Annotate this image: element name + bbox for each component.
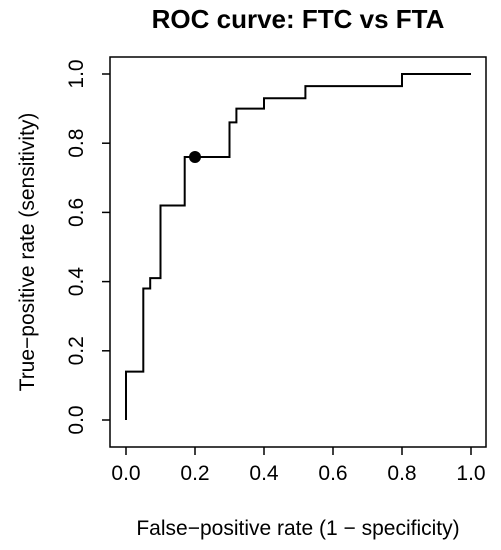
x-tick-label: 0.2 (180, 462, 209, 485)
y-tick-label: 0.2 (65, 336, 88, 365)
y-tick-label: 0.8 (65, 129, 88, 158)
y-axis-label: True−positive rate (sensitivity) (16, 113, 39, 392)
chart-title: ROC curve: FTC vs FTA (152, 4, 445, 34)
x-axis-label: False−positive rate (1 − specificity) (136, 517, 459, 540)
x-tick-label: 0.6 (318, 462, 347, 485)
optimal-cutoff-point (189, 151, 201, 164)
x-axis: 0.0 0.2 0.4 0.6 0.8 1.0 (111, 447, 486, 485)
plot-frame (109, 56, 487, 448)
y-tick-label: 1.0 (65, 59, 88, 88)
y-axis: 0.0 0.2 0.4 0.6 0.8 1.0 (65, 59, 110, 435)
x-tick-label: 0.8 (387, 462, 416, 485)
y-tick-label: 0.6 (65, 198, 88, 227)
y-tick-label: 0.4 (65, 267, 88, 297)
x-tick-label: 0.4 (249, 462, 279, 485)
x-tick-label: 0.0 (111, 462, 140, 485)
roc-curve-line (125, 73, 471, 420)
y-tick-label: 0.0 (65, 405, 88, 434)
x-tick-label: 1.0 (456, 462, 485, 485)
